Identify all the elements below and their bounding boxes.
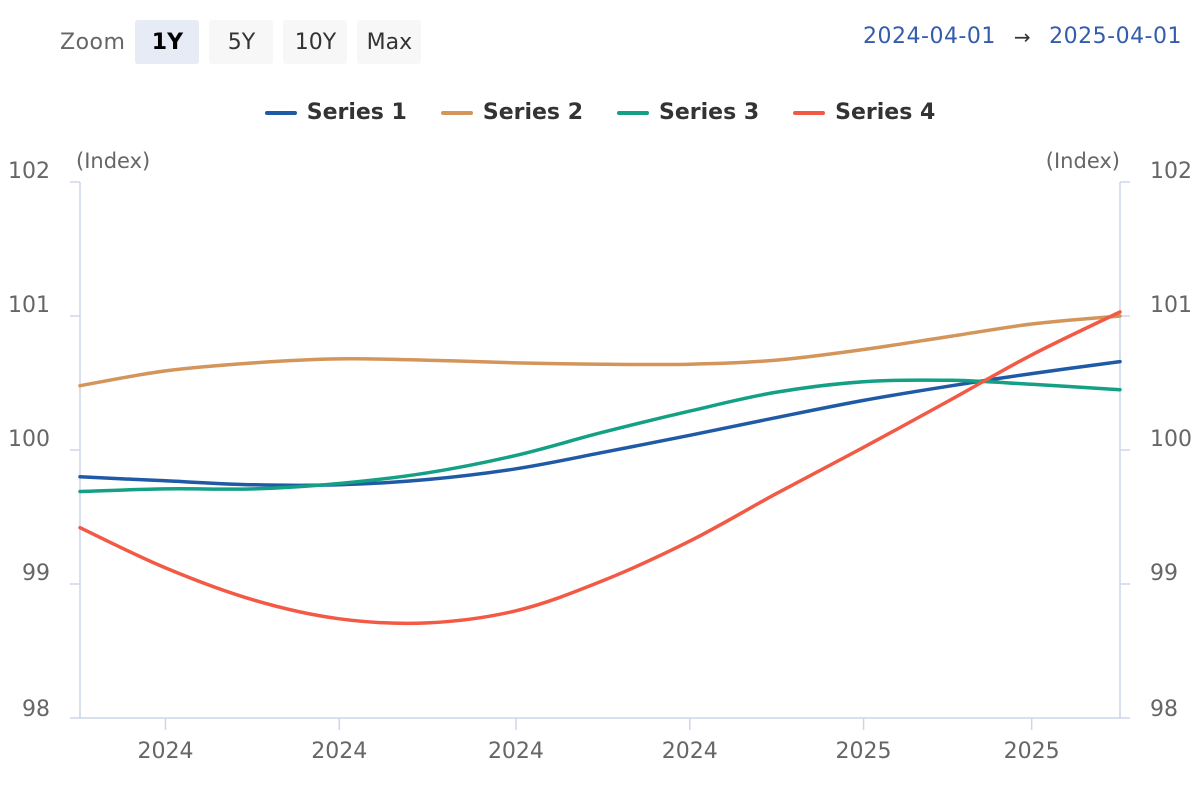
y-tick-label-right: 101 [1150, 293, 1192, 318]
x-tick-label: 2024 [488, 739, 544, 764]
y-tick-label-right: 98 [1150, 697, 1178, 722]
range-arrow-icon: → [1013, 24, 1032, 49]
range-from-input[interactable]: 2024-04-01 [863, 24, 996, 49]
zoom-5y-button[interactable]: 5Y [209, 20, 274, 64]
series-line-2[interactable] [78, 314, 1122, 388]
x-tick-label: 2024 [137, 739, 193, 764]
range-to-input[interactable]: 2025-04-01 [1049, 24, 1182, 49]
zoom-max-button[interactable]: Max [357, 20, 422, 64]
y-tick-label-left: 102 [8, 159, 50, 184]
x-tick-label: 2024 [662, 739, 718, 764]
legend-swatch-series-2 [440, 110, 473, 115]
legend-label: Series 1 [306, 100, 407, 125]
chart-legend: Series 1 Series 2 Series 3 Series 4 [0, 100, 1200, 125]
legend-item-series-2[interactable]: Series 2 [440, 100, 583, 125]
x-tick-label: 2025 [1004, 739, 1060, 764]
legend-label: Series 4 [835, 100, 936, 125]
series-line-1[interactable] [78, 359, 1122, 488]
zoom-label: Zoom [60, 29, 126, 55]
y-tick-label-right: 100 [1150, 427, 1192, 452]
legend-item-series-4[interactable]: Series 4 [793, 100, 935, 125]
y-tick-label-left: 98 [22, 697, 50, 722]
legend-item-series-1[interactable]: Series 1 [264, 100, 407, 125]
y-axis-right-title: (Index) [1046, 149, 1120, 173]
legend-swatch-series-4 [793, 110, 826, 115]
series-lines [78, 310, 1122, 626]
zoom-10y-button[interactable]: 10Y [283, 20, 348, 64]
y-tick-label-left: 100 [8, 427, 50, 452]
date-range-selector: 2024-04-01 → 2025-04-01 [863, 24, 1182, 49]
zoom-toolbar: Zoom 1Y 5Y 10Y Max [60, 20, 431, 64]
y-tick-label-right: 102 [1150, 159, 1192, 184]
y-tick-label-left: 101 [8, 293, 50, 318]
series-line-3[interactable] [78, 378, 1122, 494]
legend-swatch-series-1 [264, 110, 297, 115]
legend-swatch-series-3 [617, 110, 649, 115]
chart-axes: 98 98 99 99 100 100 101 101 102 102 2024 2024 2024 20… [8, 159, 1192, 764]
x-tick-label: 2024 [311, 739, 367, 764]
y-tick-label-left: 99 [22, 561, 50, 586]
legend-item-series-3[interactable]: Series 3 [617, 100, 759, 125]
x-tick-label: 2025 [836, 739, 892, 764]
legend-label: Series 2 [482, 100, 583, 125]
series-line-4[interactable] [78, 310, 1122, 626]
legend-label: Series 3 [659, 100, 760, 125]
y-tick-label-right: 99 [1150, 561, 1178, 586]
zoom-1y-button[interactable]: 1Y [135, 20, 200, 64]
y-axis-left-title: (Index) [76, 149, 150, 173]
